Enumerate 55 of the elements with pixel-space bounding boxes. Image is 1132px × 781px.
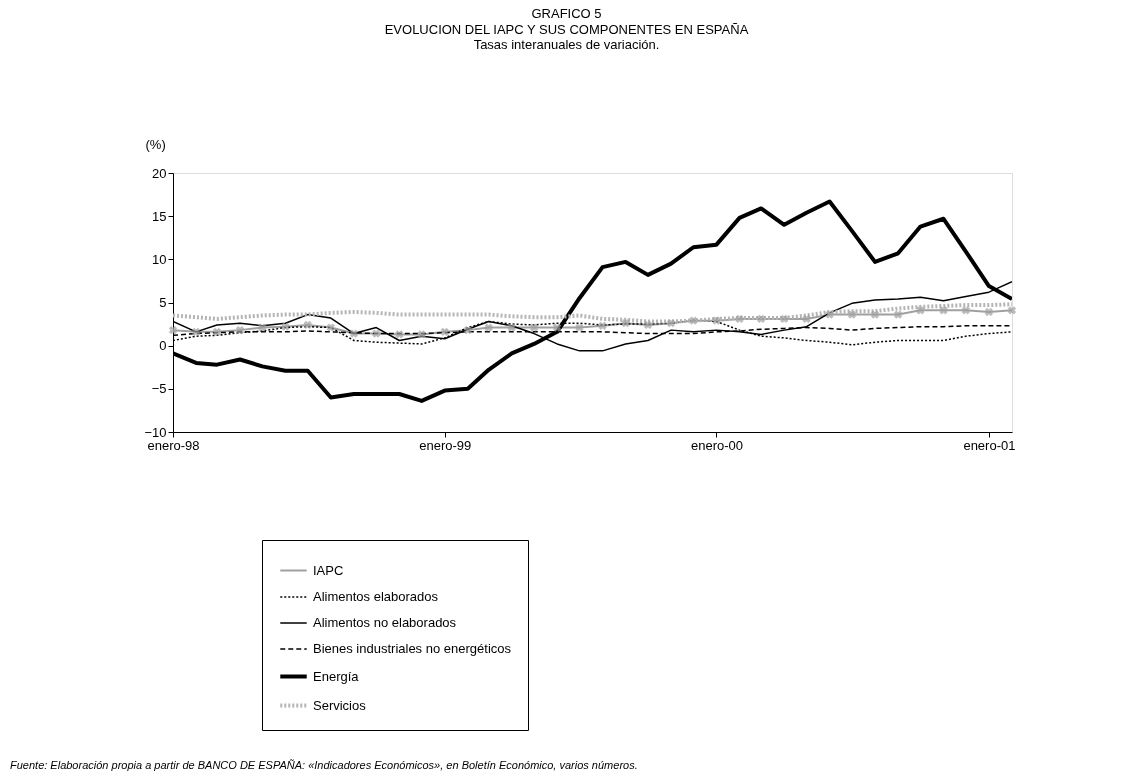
y-tick-label: 15: [152, 208, 167, 224]
chart-subtitle: EVOLUCION DEL IAPC Y SUS COMPONENTES EN ESPAÑA Tasas interanuales de variación.: [384, 22, 749, 52]
point: [212, 327, 222, 336]
point: [395, 330, 404, 339]
x-tick-label: enero-00: [690, 437, 743, 453]
point: [666, 319, 676, 328]
y-tick-label: −10: [144, 424, 167, 440]
y-tick-label: 10: [152, 251, 167, 267]
source-note: Fuente: Elaboración propia a partir de BANCO DE ESPAÑA: «Indicadores Económicos», en Boletín Económico, varios números.: [10, 759, 638, 771]
x-tick-label: enero-99: [419, 437, 472, 453]
point: [961, 306, 970, 315]
point: [440, 327, 449, 336]
point: [825, 310, 834, 319]
y-tick-label: 20: [152, 165, 167, 181]
chart-title: GRAFICO 5: [531, 6, 602, 21]
point: [168, 325, 178, 335]
legend-label: Alimentos no elaborados: [313, 615, 457, 630]
point: [712, 316, 721, 325]
point: [689, 316, 698, 325]
legend-label: Servicios: [313, 697, 367, 713]
legend-label: Alimentos elaborados: [313, 589, 439, 604]
x-tick-label: enero-01: [963, 437, 1016, 453]
point: [258, 323, 267, 332]
point: [553, 323, 562, 332]
point: [575, 323, 584, 332]
point: [417, 330, 426, 339]
point: [507, 323, 516, 332]
y-tick-label: 5: [159, 295, 167, 310]
x-tick-label: enero-98: [147, 437, 200, 453]
point: [349, 329, 359, 338]
point: [191, 327, 201, 336]
y-tick-label: 0: [159, 338, 167, 354]
point: [463, 325, 472, 335]
y-tick-label: −5: [151, 381, 167, 397]
point: [484, 323, 493, 332]
point: [939, 306, 948, 315]
point: [847, 310, 857, 319]
point: [598, 321, 607, 330]
point: [984, 307, 994, 317]
point: [756, 314, 766, 324]
point: [643, 320, 653, 330]
point: [281, 322, 290, 331]
point: [372, 329, 381, 338]
point: [780, 314, 789, 324]
point: [235, 325, 245, 335]
point: [303, 320, 312, 330]
y-axis-title: (%): [145, 136, 166, 152]
point: [893, 310, 903, 319]
point: [916, 306, 925, 315]
point: [621, 319, 630, 328]
point: [326, 323, 335, 332]
legend-label: Bienes industriales no energéticos: [313, 641, 512, 656]
point: [1007, 306, 1017, 315]
legend-label: IAPC: [313, 562, 344, 578]
legend-label: Energía: [313, 668, 360, 684]
